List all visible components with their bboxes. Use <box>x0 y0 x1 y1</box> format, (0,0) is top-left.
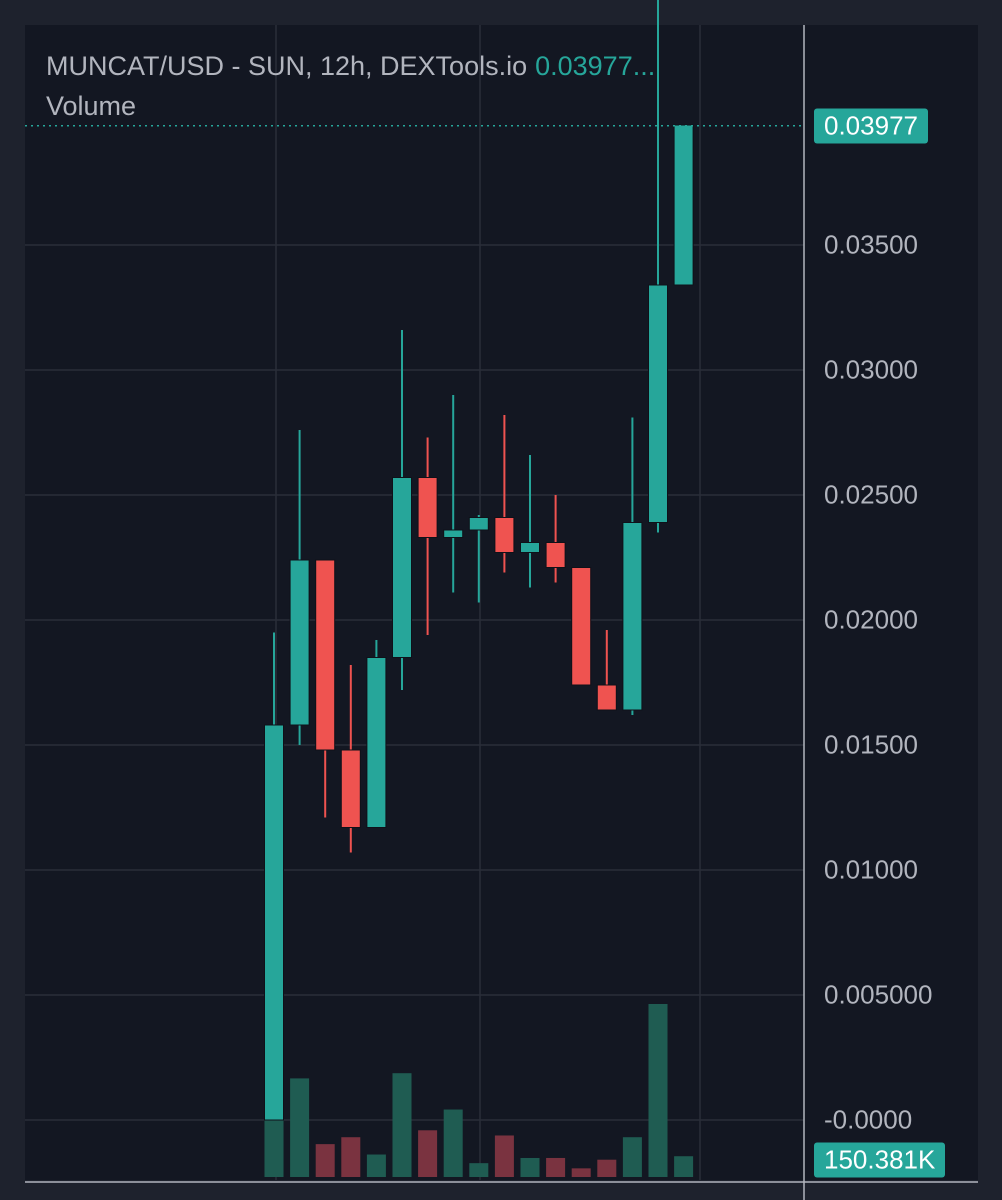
volume-bar <box>520 1157 540 1177</box>
candle-body <box>264 724 284 1121</box>
volume-bar <box>290 1078 310 1177</box>
candle-body <box>289 559 310 726</box>
candle-body <box>673 124 694 286</box>
candle-body <box>366 657 387 828</box>
y-tick-label: 0.02500 <box>824 479 918 510</box>
volume-bar <box>264 1104 284 1177</box>
volume-badge: 150.381K <box>814 1142 946 1178</box>
y-tick-label: 0.03500 <box>824 229 918 260</box>
volume-bar <box>674 1156 694 1177</box>
volume-bar <box>648 1004 668 1177</box>
candle-body <box>648 284 668 523</box>
candle-body <box>392 477 412 658</box>
y-tick-label: 0.01500 <box>824 729 918 760</box>
volume-bar <box>315 1144 335 1177</box>
candle-body <box>545 542 566 568</box>
candle-body <box>596 684 617 711</box>
chart-title: MUNCAT/USD - SUN, 12h, DEXTools.io <box>46 51 528 81</box>
chart-legend: MUNCAT/USD - SUN, 12h, DEXTools.io 0.0397… <box>46 46 655 126</box>
y-tick-label: 0.005000 <box>824 979 933 1010</box>
plot-area <box>25 25 978 1180</box>
volume-bar <box>392 1073 412 1177</box>
volume-bar <box>418 1130 438 1177</box>
candle-body <box>315 559 336 751</box>
candle-body <box>622 522 643 711</box>
volume-bar <box>622 1137 642 1177</box>
y-tick-label: 0.01000 <box>824 854 918 885</box>
candle-body <box>443 529 464 538</box>
last-price-display: 0.03977... <box>535 51 656 81</box>
volume-bar <box>546 1157 566 1177</box>
volume-bar <box>597 1159 617 1177</box>
candle-body <box>520 542 540 553</box>
volume-bar <box>366 1154 386 1177</box>
candle-body <box>468 517 489 531</box>
volume-bar <box>571 1168 591 1177</box>
volume-bar <box>469 1163 489 1177</box>
candle-body <box>417 477 438 538</box>
volume-bar <box>494 1135 514 1177</box>
y-tick-label: 0.03000 <box>824 354 918 385</box>
volume-bar <box>341 1137 361 1177</box>
y-tick-label: -0.0000 <box>824 1104 913 1135</box>
candle-body <box>494 517 515 553</box>
last-price-badge: 0.03977 <box>814 108 928 144</box>
candle-body <box>571 567 592 686</box>
y-tick-label: 0.02000 <box>824 604 918 635</box>
candle-body <box>340 749 361 828</box>
volume-label[interactable]: Volume <box>46 91 137 121</box>
volume-bar <box>443 1109 463 1177</box>
